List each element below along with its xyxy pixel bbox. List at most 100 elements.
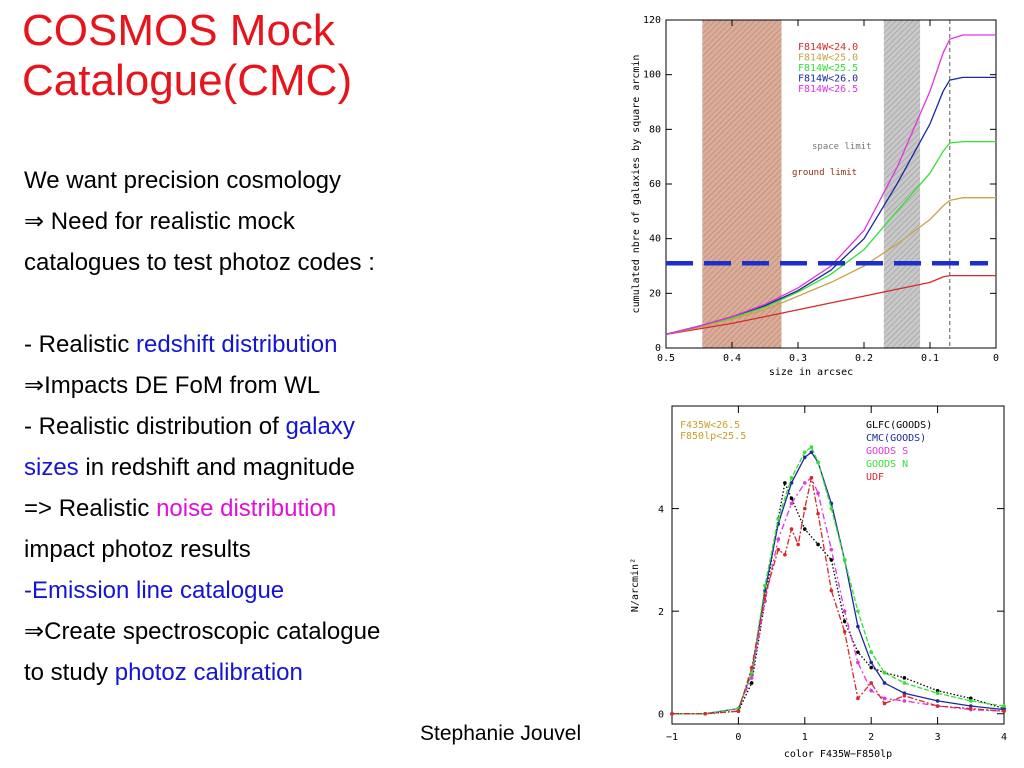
data-point (882, 696, 887, 701)
data-point (935, 699, 940, 703)
body-line: - Realistic redshift distribution (24, 324, 604, 365)
data-point (816, 491, 820, 495)
series-line (665, 34, 996, 335)
data-point (969, 706, 973, 711)
data-point (829, 547, 834, 552)
x-tick-label: 4 (1001, 732, 1007, 743)
y-tick-label: 0 (655, 343, 661, 354)
series-line (665, 140, 996, 335)
y-tick-label: 0 (658, 710, 664, 721)
y-tick-label: 100 (643, 70, 661, 81)
data-point (882, 681, 887, 685)
ground-limit-band (702, 20, 782, 348)
data-point (803, 506, 807, 511)
slide-title: COSMOS Mock Catalogue(CMC) (22, 6, 562, 106)
y-tick-label: 40 (649, 234, 661, 245)
data-point (935, 691, 940, 696)
y-tick-label: 20 (649, 288, 661, 299)
data-point (856, 609, 860, 613)
data-point (749, 665, 754, 670)
data-point (749, 670, 754, 675)
slide-body: We want precision cosmology ⇒ Need for re… (24, 160, 604, 693)
x-tick-label: 0.4 (723, 353, 741, 364)
x-tick-label: −1 (666, 732, 678, 743)
highlighted-text: redshift distribution (136, 331, 338, 358)
series-line (672, 477, 1005, 715)
data-point (842, 629, 847, 634)
data-point (829, 558, 834, 562)
body-line: => Realistic noise distribution (24, 488, 604, 529)
body-text: ⇒ Need for realistic mock (24, 208, 295, 235)
data-point (789, 527, 794, 531)
data-point (856, 650, 860, 654)
data-point (763, 593, 767, 598)
data-point (869, 665, 873, 670)
data-point (783, 481, 787, 485)
body-text: - Realistic distribution of (24, 413, 286, 440)
body-line: to study photoz calibration (24, 652, 604, 693)
highlighted-text: galaxy (285, 413, 355, 440)
y-tick-label: 2 (658, 607, 664, 618)
x-tick-label: 0.3 (789, 353, 807, 364)
body-text: impact photoz results (24, 536, 251, 563)
data-point (882, 701, 887, 706)
data-point (776, 517, 781, 521)
ground-limit-label: ground limit (792, 168, 857, 178)
x-tick-label: 0 (993, 353, 999, 364)
x-tick-label: 3 (935, 732, 941, 743)
data-point (829, 506, 834, 511)
data-point (869, 660, 873, 665)
body-text: catalogues to test photoz codes : (24, 249, 375, 276)
body-text: to study (24, 659, 115, 686)
x-axis-label: color F435W−F850lp (784, 749, 892, 760)
data-point (829, 588, 834, 593)
data-point (969, 699, 973, 703)
data-point (869, 681, 873, 685)
data-point (969, 704, 973, 708)
series-line (672, 445, 1005, 715)
data-point (869, 688, 873, 693)
legend-entry: GOODS N (866, 459, 908, 470)
data-point (803, 450, 807, 454)
data-point (789, 476, 794, 480)
body-line: -Emission line catalogue (24, 570, 604, 611)
y-axis-label: cumulated nbre of galaxies by square arc… (631, 55, 642, 314)
series-line (665, 197, 996, 335)
magnitude-cut-label: F435W<26.5 (680, 420, 740, 431)
series-line (665, 274, 996, 335)
data-point (703, 711, 707, 716)
data-point (816, 511, 820, 516)
data-point (882, 670, 887, 675)
data-point (789, 481, 794, 485)
data-point (842, 609, 847, 613)
x-tick-label: 0.2 (855, 353, 873, 364)
data-point (809, 445, 814, 449)
author-name: Stephanie Jouvel (420, 722, 582, 745)
legend-entry: F814W<25.0 (798, 53, 858, 64)
legend-entry: UDF (866, 472, 884, 483)
magnitude-cut-label: F850lp<25.5 (680, 431, 746, 442)
data-point (1002, 704, 1006, 708)
data-point (856, 660, 860, 665)
data-point (670, 711, 674, 716)
legend-entry: CMC(GOODS) (866, 433, 926, 444)
y-tick-label: 60 (649, 179, 661, 190)
x-tick-label: 1 (802, 732, 808, 743)
data-point (803, 455, 807, 460)
data-point (842, 558, 847, 562)
data-point (783, 552, 787, 557)
body-line: We want precision cosmology (24, 160, 604, 201)
data-point (902, 676, 907, 680)
x-tick-label: 2 (868, 732, 874, 743)
data-point (902, 699, 907, 703)
data-point (816, 542, 820, 547)
data-point (763, 583, 767, 588)
body-text: in redshift and magnitude (78, 454, 355, 481)
size-cumulative-chart: 0 20 40 60 80 100 120 0.5 0.4 0.3 0.2 0.1 0 size in a… (631, 15, 999, 378)
x-tick-label: 0.1 (921, 353, 939, 364)
series-line (672, 476, 1005, 715)
title-line-2: Catalogue(CMC) (22, 56, 353, 105)
data-point (749, 681, 754, 685)
highlighted-text: noise distribution (156, 495, 337, 522)
